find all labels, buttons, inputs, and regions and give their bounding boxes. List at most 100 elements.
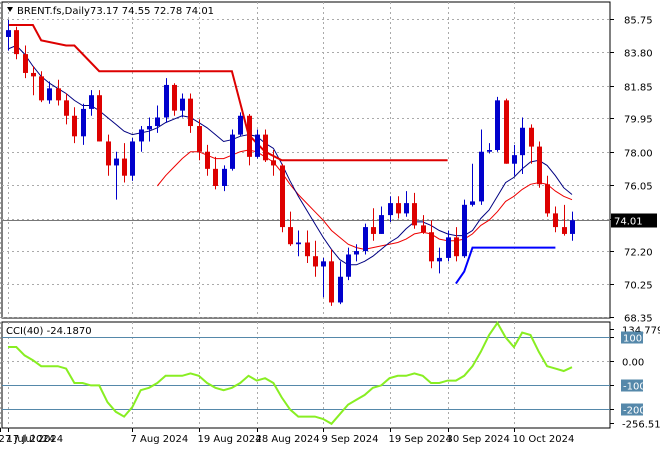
cci-tick-label: 100: [623, 334, 642, 345]
candle-body: [421, 225, 426, 233]
candle-body: [454, 237, 459, 257]
candle: [39, 71, 44, 103]
candle-body: [495, 100, 500, 151]
candle: [205, 144, 210, 176]
candle: [570, 211, 575, 241]
candle: [31, 66, 36, 96]
time-tick-label: 27 Jul 2024: [0, 434, 55, 445]
candle: [529, 124, 534, 164]
candle: [23, 45, 28, 79]
candle-body: [363, 227, 368, 252]
candle-body: [346, 254, 351, 277]
candle: [56, 79, 61, 106]
cci-panel-frame: [1, 321, 611, 429]
candle-body: [562, 227, 567, 234]
price-tick-label: 83.80: [624, 49, 653, 60]
candle: [321, 257, 326, 298]
candle-body: [205, 151, 210, 169]
candle: [106, 134, 111, 176]
candle-body: [14, 30, 19, 55]
candle-body: [114, 158, 119, 166]
current-price-tag: 74.01: [611, 213, 657, 228]
cci-level-lines: [2, 337, 610, 410]
candle: [255, 129, 260, 159]
candle: [363, 223, 368, 255]
candle: [81, 103, 86, 145]
candle: [288, 211, 293, 246]
candle-body: [305, 242, 310, 257]
candle: [512, 144, 517, 176]
candle: [14, 26, 19, 60]
candle-body: [446, 237, 451, 258]
candle-body: [56, 88, 61, 101]
candle-body: [404, 203, 409, 214]
candle: [305, 230, 310, 264]
candle: [462, 199, 467, 258]
candle: [296, 230, 301, 257]
candle-body: [97, 95, 102, 142]
symbol-label: BRENT.fs,Daily: [17, 6, 90, 17]
candle-body: [238, 115, 243, 135]
candle: [421, 215, 426, 234]
candle-body: [288, 227, 293, 245]
cci-title: CCI(40) -24.1870: [6, 326, 92, 337]
candle-body: [296, 242, 301, 245]
price-tick-label: 78.00: [624, 149, 653, 160]
candle: [346, 247, 351, 281]
candle: [72, 107, 77, 144]
price-tick-label: 76.05: [624, 182, 653, 193]
candle-body: [81, 108, 86, 137]
candle-body: [222, 168, 227, 186]
time-tick-label: 19 Aug 2024: [198, 434, 262, 445]
candle: [437, 247, 442, 274]
candle-body: [23, 54, 28, 73]
candle: [172, 83, 177, 116]
candle: [562, 204, 567, 236]
candle: [371, 208, 376, 241]
time-tick-label: 28 Aug 2024: [256, 434, 320, 445]
candle: [197, 119, 202, 161]
price-tick-label: 68.35: [624, 314, 653, 325]
candle: [247, 114, 252, 166]
candle-body: [429, 232, 434, 262]
cci-tick-label: 0.00: [622, 358, 644, 369]
candle-body: [155, 117, 160, 127]
candle: [412, 192, 417, 229]
candle-body: [180, 98, 185, 111]
candle-body: [512, 155, 517, 164]
candle-body: [271, 160, 276, 166]
candle-body: [139, 129, 144, 142]
cci-level-tag: [621, 331, 643, 344]
price-tick-label: 79.95: [624, 115, 653, 126]
candle: [147, 117, 152, 142]
candle-body: [504, 100, 509, 164]
collapse-triangle-icon[interactable]: [7, 7, 13, 12]
candle-body: [313, 256, 318, 267]
price-tick-label: 81.85: [624, 83, 653, 94]
candle-body: [6, 30, 11, 37]
candle: [97, 90, 102, 142]
candle-body: [321, 261, 326, 267]
candle: [222, 165, 227, 192]
candle-body: [412, 203, 417, 226]
candle: [504, 98, 509, 164]
candle-body: [213, 168, 218, 186]
candle-body: [47, 88, 52, 101]
time-tick-label: 7 Aug 2024: [131, 434, 189, 445]
price-panel: 85.7583.8081.8579.9578.0076.0574.1072.20…: [0, 1, 657, 325]
candle-body: [188, 98, 193, 127]
candle: [230, 129, 235, 171]
candle-body: [487, 150, 492, 152]
cci-tick-label: -100: [623, 382, 646, 393]
candles: [6, 19, 575, 306]
candle-body: [529, 127, 534, 147]
candle: [313, 240, 318, 277]
candle-body: [520, 127, 525, 156]
candle: [139, 126, 144, 152]
candle: [238, 112, 243, 137]
candle-body: [280, 165, 285, 228]
cci-tick-label: 134.779: [622, 326, 660, 337]
candle: [354, 244, 359, 262]
